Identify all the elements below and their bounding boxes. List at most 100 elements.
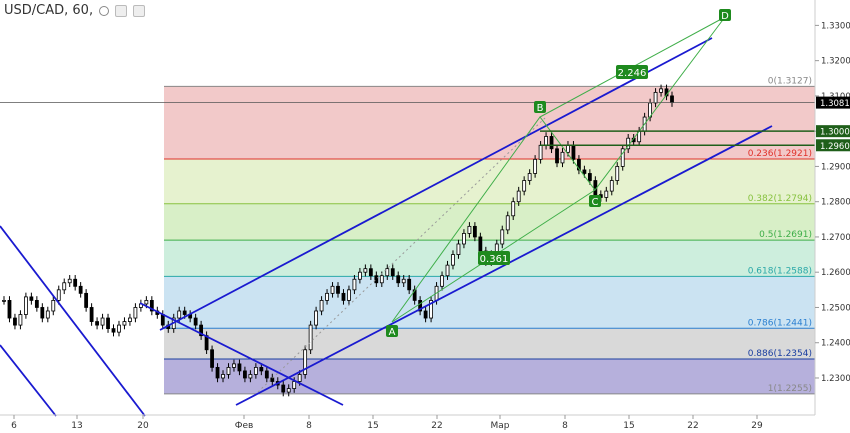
candle-body <box>368 268 373 277</box>
price-tick-label: 1.2900 <box>821 162 850 172</box>
candle-body <box>13 317 17 326</box>
fib-level-label: 0.786(1.2441) <box>748 318 812 328</box>
candle-body <box>128 317 132 322</box>
candle-body <box>538 144 543 160</box>
candle-body <box>533 158 538 174</box>
fib-level-label: 0.618(1.2588) <box>748 266 812 276</box>
candle-body <box>78 285 83 294</box>
candle-body <box>221 374 225 379</box>
candle-body <box>264 370 269 379</box>
candle-body <box>259 367 264 372</box>
candle-body <box>609 180 614 192</box>
price-flag-label: 1.2960 <box>820 142 850 152</box>
candle-body <box>2 300 6 302</box>
candle-body <box>462 233 466 245</box>
price-tick-label: 1.3300 <box>821 21 850 31</box>
candle-body <box>286 388 291 393</box>
price-tick-label: 1.2700 <box>821 233 850 243</box>
time-tick-label: 22 <box>431 421 442 431</box>
candle-body <box>182 310 187 315</box>
candle-body <box>390 268 395 277</box>
candle-body <box>544 136 548 146</box>
candle-body <box>587 173 592 181</box>
point-label-c <box>589 195 601 207</box>
up-channel-line <box>159 37 713 331</box>
candle-body <box>659 88 663 93</box>
candle-body <box>210 349 214 368</box>
candle-body <box>7 300 12 319</box>
time-tick-label: 8 <box>306 421 312 431</box>
up-channel-line <box>235 125 773 406</box>
candle-body <box>582 169 587 174</box>
ratio-label-text: 2.246 <box>618 68 647 79</box>
candle-body <box>160 314 165 326</box>
time-tick-label: 15 <box>367 421 378 431</box>
point-label-a <box>386 325 398 337</box>
candle-body <box>226 367 231 375</box>
down-channel-line <box>139 302 344 406</box>
candle-body <box>270 377 275 382</box>
fib-level-label: 1(1.2255) <box>768 384 812 394</box>
candle-body <box>111 328 116 333</box>
candle-body <box>467 225 472 234</box>
candle-body <box>429 300 433 319</box>
candle-body <box>549 136 554 150</box>
candle-body <box>653 91 658 104</box>
eye-icon[interactable] <box>99 5 110 16</box>
candle-body <box>62 282 67 291</box>
fib-zone <box>164 276 815 329</box>
candle-body <box>67 278 72 284</box>
candle-body <box>347 289 351 301</box>
fib-zone <box>164 328 815 359</box>
price-flag <box>816 139 850 152</box>
candle-body <box>571 144 576 160</box>
gear-icon[interactable] <box>115 4 128 17</box>
candle-body <box>100 317 105 326</box>
fib-level-label: 0(1.3127) <box>768 76 812 86</box>
candle-body <box>396 275 401 284</box>
candle-body <box>374 275 379 284</box>
candle-body <box>566 144 570 153</box>
candle-body <box>297 374 302 382</box>
candle-body <box>24 296 28 315</box>
candle-body <box>363 268 368 273</box>
time-tick-label: 22 <box>687 421 698 431</box>
candle-body <box>445 264 450 277</box>
candle-body <box>303 349 308 375</box>
candle-body <box>615 166 620 181</box>
down-channel-line <box>0 225 146 417</box>
price-tick-label: 1.2500 <box>821 303 850 313</box>
candle-body <box>314 310 318 326</box>
candle-body <box>670 95 674 104</box>
price-flag <box>816 125 850 138</box>
time-tick-label: Мар <box>491 421 510 431</box>
price-tick-label: 1.2800 <box>821 198 850 208</box>
candle-body <box>385 268 390 277</box>
candle-body <box>319 300 324 312</box>
time-tick-label: 15 <box>623 421 634 431</box>
candle-body <box>418 300 423 312</box>
time-tick-label: 29 <box>751 421 763 431</box>
candle-body <box>527 173 532 181</box>
candle-body <box>456 243 461 255</box>
candle-body <box>516 190 521 203</box>
fib-zone <box>164 86 815 160</box>
ratio-label <box>616 65 648 79</box>
time-tick-label: 20 <box>137 421 149 431</box>
candle-body <box>379 275 384 284</box>
candle-body <box>522 180 527 192</box>
candle-body <box>478 236 483 252</box>
candle-body <box>237 363 242 372</box>
candle-body <box>336 285 340 294</box>
candle-body <box>560 151 565 164</box>
candle-body <box>51 300 56 312</box>
time-tick-label: Фев <box>235 421 254 431</box>
candle-body <box>341 292 346 301</box>
point-label-text: C <box>592 197 599 208</box>
fib-zone <box>164 159 815 204</box>
candle-body <box>308 324 313 351</box>
close-icon[interactable] <box>133 4 146 17</box>
candle-body <box>149 300 154 312</box>
price-tick-label: 1.3200 <box>821 57 850 67</box>
